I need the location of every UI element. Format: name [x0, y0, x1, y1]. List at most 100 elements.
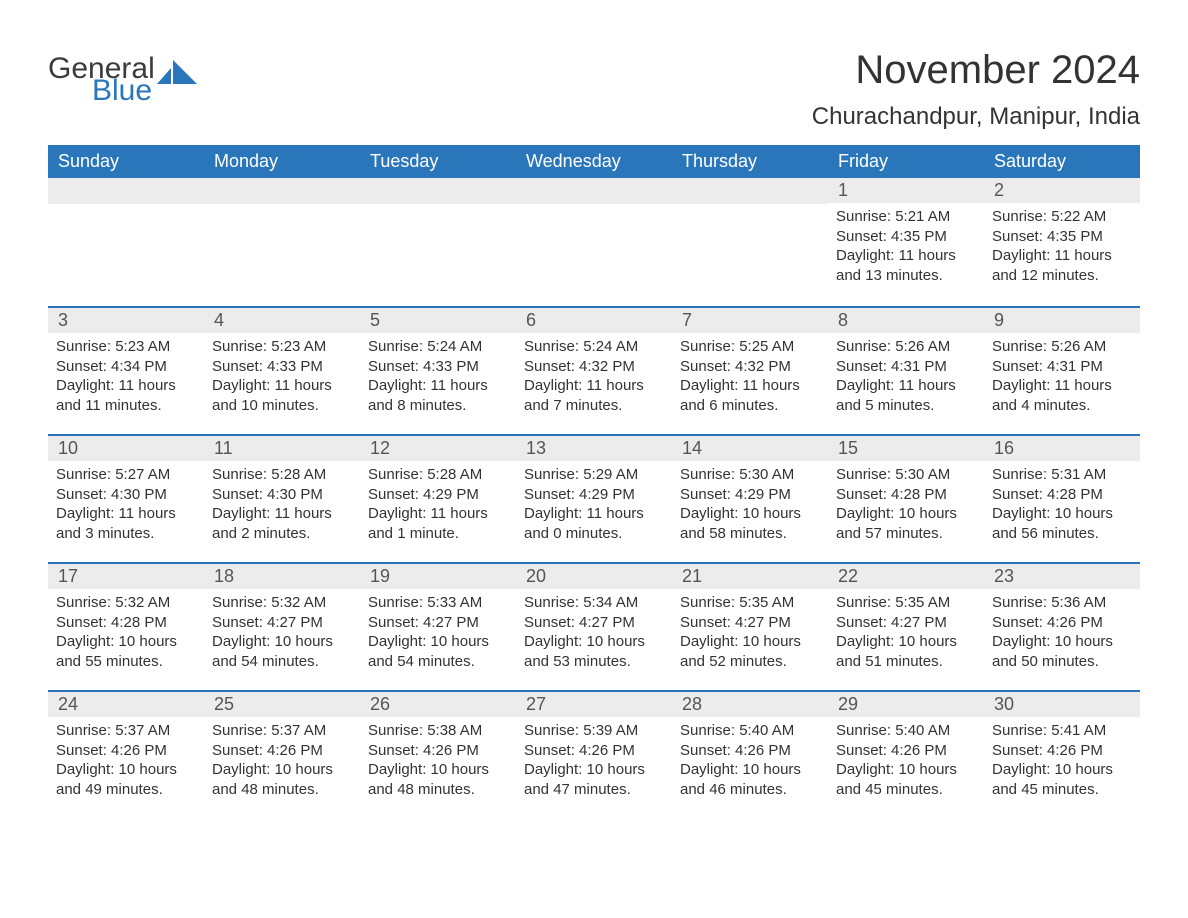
daylight: Daylight: 11 hours and 0 minutes.	[524, 504, 664, 543]
day-cell: 25Sunrise: 5:37 AMSunset: 4:26 PMDayligh…	[204, 692, 360, 818]
sunrise: Sunrise: 5:38 AM	[368, 721, 508, 741]
sunrise: Sunrise: 5:22 AM	[992, 207, 1132, 227]
week-row: 17Sunrise: 5:32 AMSunset: 4:28 PMDayligh…	[48, 562, 1140, 690]
day-cell: 14Sunrise: 5:30 AMSunset: 4:29 PMDayligh…	[672, 436, 828, 562]
daylight: Daylight: 10 hours and 48 minutes.	[368, 760, 508, 799]
day-cell: 7Sunrise: 5:25 AMSunset: 4:32 PMDaylight…	[672, 308, 828, 434]
day-number: 26	[360, 692, 516, 717]
daylight: Daylight: 11 hours and 5 minutes.	[836, 376, 976, 415]
daylight: Daylight: 11 hours and 3 minutes.	[56, 504, 196, 543]
day-number: 7	[672, 308, 828, 333]
sunset: Sunset: 4:27 PM	[836, 613, 976, 633]
day-cell: 27Sunrise: 5:39 AMSunset: 4:26 PMDayligh…	[516, 692, 672, 818]
daylight: Daylight: 11 hours and 10 minutes.	[212, 376, 352, 415]
daylight: Daylight: 10 hours and 56 minutes.	[992, 504, 1132, 543]
sunset: Sunset: 4:27 PM	[212, 613, 352, 633]
sunrise: Sunrise: 5:32 AM	[212, 593, 352, 613]
day-number	[516, 178, 672, 204]
day-cell: 30Sunrise: 5:41 AMSunset: 4:26 PMDayligh…	[984, 692, 1140, 818]
day-number: 10	[48, 436, 204, 461]
sunrise: Sunrise: 5:33 AM	[368, 593, 508, 613]
day-number	[360, 178, 516, 204]
day-number: 23	[984, 564, 1140, 589]
calendar: Sunday Monday Tuesday Wednesday Thursday…	[48, 145, 1140, 818]
sunset: Sunset: 4:26 PM	[212, 741, 352, 761]
day-number	[672, 178, 828, 204]
sunset: Sunset: 4:26 PM	[524, 741, 664, 761]
dayhead-fri: Friday	[828, 145, 984, 178]
location: Churachandpur, Manipur, India	[812, 103, 1140, 131]
daylight: Daylight: 11 hours and 8 minutes.	[368, 376, 508, 415]
day-cell: 1Sunrise: 5:21 AMSunset: 4:35 PMDaylight…	[828, 178, 984, 306]
sunset: Sunset: 4:33 PM	[212, 357, 352, 377]
day-cell: 16Sunrise: 5:31 AMSunset: 4:28 PMDayligh…	[984, 436, 1140, 562]
day-cell: 12Sunrise: 5:28 AMSunset: 4:29 PMDayligh…	[360, 436, 516, 562]
day-cell: 24Sunrise: 5:37 AMSunset: 4:26 PMDayligh…	[48, 692, 204, 818]
daylight: Daylight: 11 hours and 2 minutes.	[212, 504, 352, 543]
day-number: 5	[360, 308, 516, 333]
sunrise: Sunrise: 5:30 AM	[680, 465, 820, 485]
sunset: Sunset: 4:28 PM	[836, 485, 976, 505]
dayhead-mon: Monday	[204, 145, 360, 178]
day-number: 15	[828, 436, 984, 461]
day-cell	[360, 178, 516, 306]
sunrise: Sunrise: 5:24 AM	[524, 337, 664, 357]
daylight: Daylight: 11 hours and 13 minutes.	[836, 246, 976, 285]
daylight: Daylight: 10 hours and 47 minutes.	[524, 760, 664, 799]
day-number: 2	[984, 178, 1140, 203]
week-row: 1Sunrise: 5:21 AMSunset: 4:35 PMDaylight…	[48, 178, 1140, 306]
sunrise: Sunrise: 5:35 AM	[836, 593, 976, 613]
dayhead-wed: Wednesday	[516, 145, 672, 178]
daylight: Daylight: 10 hours and 46 minutes.	[680, 760, 820, 799]
weeks-container: 1Sunrise: 5:21 AMSunset: 4:35 PMDaylight…	[48, 178, 1140, 818]
sunset: Sunset: 4:35 PM	[836, 227, 976, 247]
sunset: Sunset: 4:26 PM	[836, 741, 976, 761]
sunrise: Sunrise: 5:41 AM	[992, 721, 1132, 741]
daylight: Daylight: 10 hours and 54 minutes.	[212, 632, 352, 671]
day-cell	[516, 178, 672, 306]
day-number: 18	[204, 564, 360, 589]
sunset: Sunset: 4:32 PM	[680, 357, 820, 377]
sunrise: Sunrise: 5:40 AM	[836, 721, 976, 741]
daylight: Daylight: 10 hours and 55 minutes.	[56, 632, 196, 671]
day-cell: 2Sunrise: 5:22 AMSunset: 4:35 PMDaylight…	[984, 178, 1140, 306]
sunrise: Sunrise: 5:35 AM	[680, 593, 820, 613]
day-cell: 11Sunrise: 5:28 AMSunset: 4:30 PMDayligh…	[204, 436, 360, 562]
daylight: Daylight: 10 hours and 45 minutes.	[836, 760, 976, 799]
logo-text: General Blue	[48, 54, 197, 106]
dayhead-sat: Saturday	[984, 145, 1140, 178]
day-number: 14	[672, 436, 828, 461]
sunset: Sunset: 4:26 PM	[992, 613, 1132, 633]
daylight: Daylight: 10 hours and 54 minutes.	[368, 632, 508, 671]
daylight: Daylight: 11 hours and 4 minutes.	[992, 376, 1132, 415]
dayhead-tue: Tuesday	[360, 145, 516, 178]
sunrise: Sunrise: 5:37 AM	[212, 721, 352, 741]
day-number: 8	[828, 308, 984, 333]
day-number: 17	[48, 564, 204, 589]
sunrise: Sunrise: 5:40 AM	[680, 721, 820, 741]
sunrise: Sunrise: 5:27 AM	[56, 465, 196, 485]
daylight: Daylight: 11 hours and 12 minutes.	[992, 246, 1132, 285]
sunset: Sunset: 4:27 PM	[524, 613, 664, 633]
sunset: Sunset: 4:27 PM	[368, 613, 508, 633]
sunset: Sunset: 4:28 PM	[56, 613, 196, 633]
week-row: 10Sunrise: 5:27 AMSunset: 4:30 PMDayligh…	[48, 434, 1140, 562]
day-number: 4	[204, 308, 360, 333]
day-number: 9	[984, 308, 1140, 333]
day-number: 13	[516, 436, 672, 461]
day-number: 24	[48, 692, 204, 717]
day-cell: 3Sunrise: 5:23 AMSunset: 4:34 PMDaylight…	[48, 308, 204, 434]
daylight: Daylight: 10 hours and 52 minutes.	[680, 632, 820, 671]
sunrise: Sunrise: 5:39 AM	[524, 721, 664, 741]
day-number: 12	[360, 436, 516, 461]
day-cell: 18 Sunrise: 5:32 AMSunset: 4:27 PMDayligh…	[204, 564, 360, 690]
daylight: Daylight: 10 hours and 49 minutes.	[56, 760, 196, 799]
day-cell: 4Sunrise: 5:23 AMSunset: 4:33 PMDaylight…	[204, 308, 360, 434]
sunrise: Sunrise: 5:26 AM	[836, 337, 976, 357]
daylight: Daylight: 11 hours and 6 minutes.	[680, 376, 820, 415]
day-cell: 29Sunrise: 5:40 AMSunset: 4:26 PMDayligh…	[828, 692, 984, 818]
daylight: Daylight: 10 hours and 58 minutes.	[680, 504, 820, 543]
day-number: 11	[204, 436, 360, 461]
sunset: Sunset: 4:28 PM	[992, 485, 1132, 505]
day-cell: 15Sunrise: 5:30 AMSunset: 4:28 PMDayligh…	[828, 436, 984, 562]
